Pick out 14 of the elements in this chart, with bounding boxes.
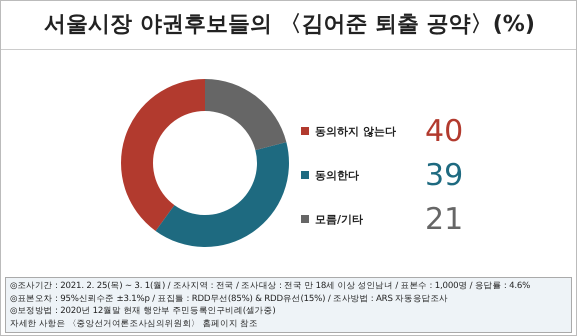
legend-label: 모름/기타 [315, 212, 364, 226]
donut-slice [121, 79, 205, 231]
legend-label: 동의한다 [315, 168, 360, 182]
text: ◎보정방법 : 2020년 12월말 현재 행안부 주민등록인구비례(셀가중) [10, 305, 276, 318]
data-label: 21 [425, 202, 464, 236]
donut-slice [205, 79, 286, 150]
donut-slice [156, 142, 289, 247]
legend-label: 동의하지 않는다 [315, 124, 397, 138]
text: ◎조사기간 : 2021. 2. 25(목) ~ 3. 1(월) / 조사지역 : 전국 / 조사대상 : 전국 만 18세 이상 성인남녀 / 표본수 : 1,000명 / 응답률 : 4.6% [10, 280, 532, 292]
text: ◎표본오차 : 95%신뢰수준 ±3.1%p / 표집틀 : RDD무선(85%) & RDD유선(15%) / 조사방법 : ARS 자동응답조사 [10, 292, 450, 305]
data-label: 40 [425, 114, 464, 148]
text: 자세한 사항은 〈중앙선거여론조사심의위원회〉 홈페이지 참조 [10, 318, 259, 330]
data-label: 39 [425, 158, 464, 192]
chart-title: 서울시장 야권후보들의 〈김어준 퇴출 공약〉(%) [43, 11, 536, 39]
